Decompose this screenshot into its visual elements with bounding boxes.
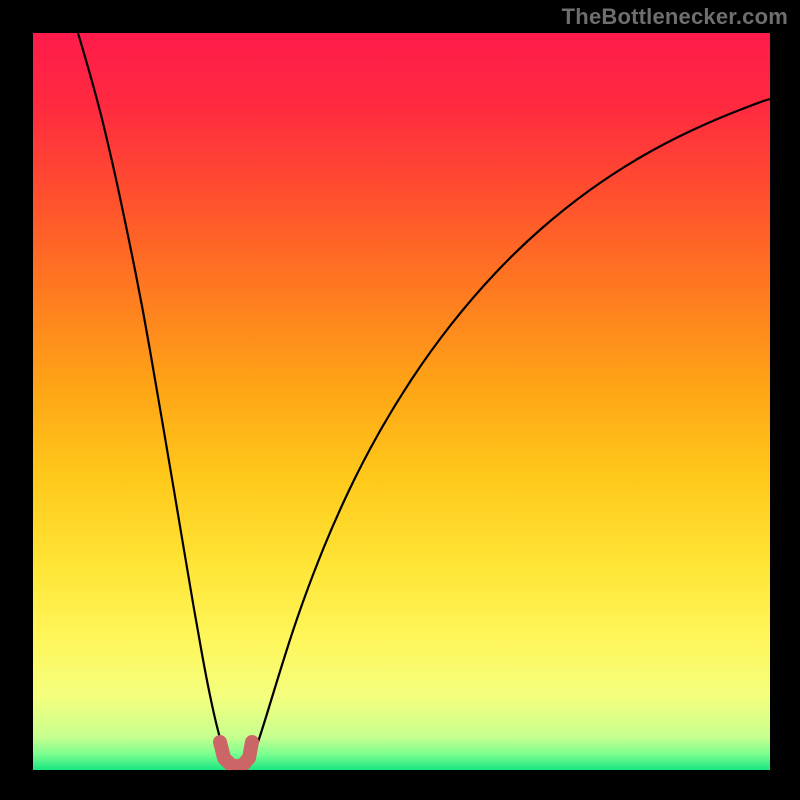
- watermark-text: TheBottlenecker.com: [562, 4, 788, 30]
- plot-area: [33, 33, 770, 770]
- chart-canvas: TheBottlenecker.com: [0, 0, 800, 800]
- valley-marker: [220, 742, 252, 766]
- curve-layer: [33, 33, 770, 770]
- right-curve: [252, 99, 770, 759]
- left-curve: [78, 33, 228, 759]
